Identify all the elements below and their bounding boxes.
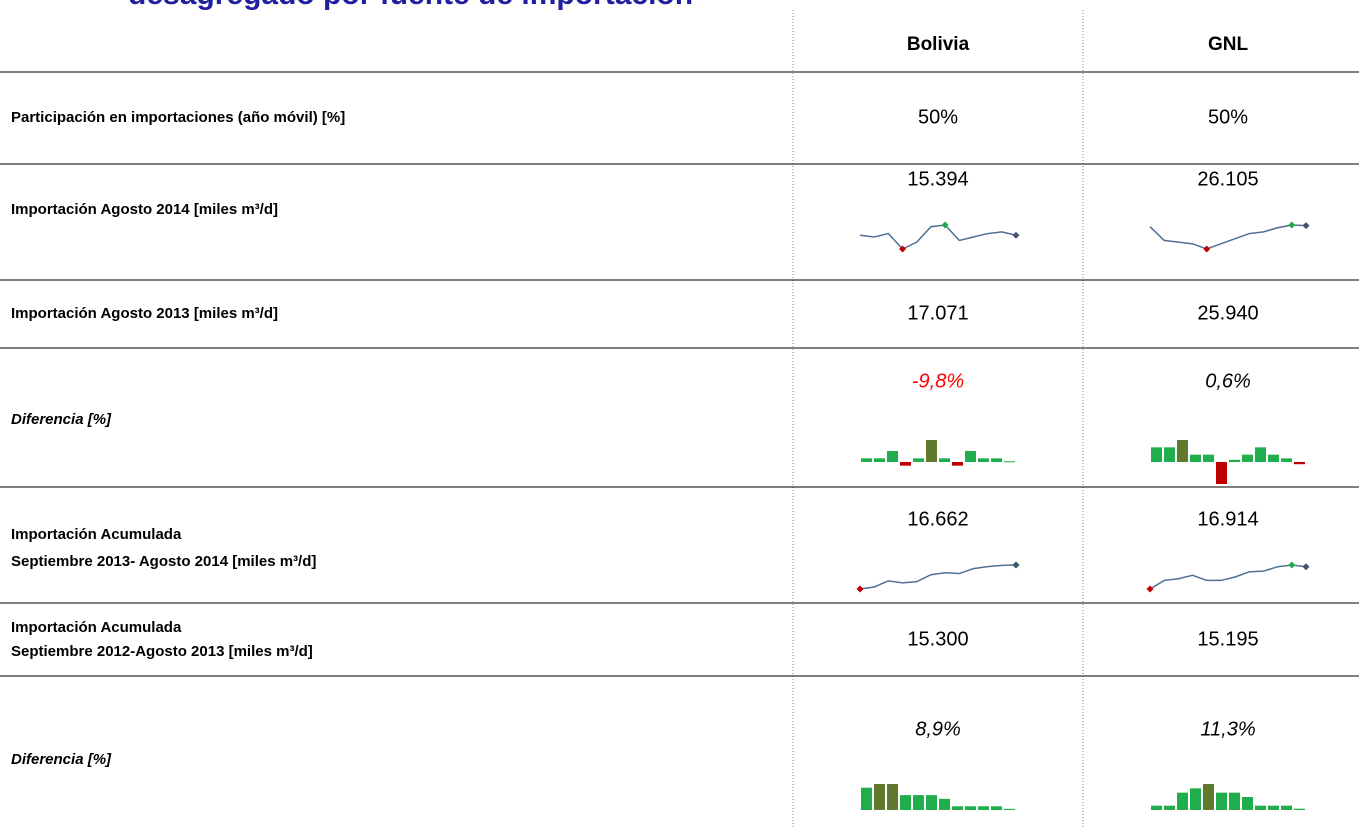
- sparkline-marker: [1146, 585, 1154, 593]
- row-label: Septiembre 2013- Agosto 2014 [miles m³/d…: [11, 553, 316, 570]
- row-label: Septiembre 2012-Agosto 2013 [miles m³/d]: [11, 643, 313, 660]
- sparkline-marker: [856, 585, 864, 593]
- sparkline-bar: [913, 795, 924, 810]
- sparkline-bar: [952, 806, 963, 810]
- sparkline-bar: [965, 451, 976, 462]
- sparkline-marker: [1012, 561, 1020, 569]
- sparkline-marker: [1302, 222, 1310, 230]
- sparkline-bar: [1216, 462, 1227, 484]
- sparkline-bar: [1190, 788, 1201, 810]
- cell-value: 16.914: [1197, 508, 1258, 530]
- sparkline-marker: [1288, 221, 1296, 229]
- row-label: Diferencia [%]: [11, 411, 112, 428]
- sparkline-marker: [1203, 245, 1211, 253]
- row-label: Importación Acumulada: [11, 619, 182, 636]
- sparkline-bar: [1242, 454, 1253, 462]
- sparkline-bar: [1216, 792, 1227, 810]
- sparkline: [859, 564, 1017, 590]
- sparkline-bar: [965, 806, 976, 810]
- sparkline-bar: [900, 462, 911, 466]
- sparkline-bar: [1242, 797, 1253, 810]
- sparkline-bar: [900, 795, 911, 810]
- sparkline-marker: [1302, 563, 1310, 571]
- sparkline-bar: [1255, 447, 1266, 462]
- sparkline-bar: [913, 458, 924, 462]
- sparkline: [1149, 564, 1307, 590]
- sparkline-bar: [991, 458, 1002, 462]
- sparkline-bar: [939, 798, 950, 810]
- cell-value: 25.940: [1197, 302, 1258, 324]
- sparkline-marker: [899, 245, 907, 253]
- cell-value: 17.071: [907, 302, 968, 324]
- sparkline-bar: [887, 451, 898, 462]
- sparkline-bar: [1004, 461, 1015, 463]
- sparkline-bar: [1294, 808, 1305, 810]
- sparkline-bar: [1151, 805, 1162, 810]
- sparkline-bar: [978, 458, 989, 462]
- sparkline-bar: [939, 458, 950, 462]
- cell-value: 15.300: [907, 628, 968, 650]
- sparkline-bar: [1281, 458, 1292, 462]
- cell-value: 50%: [1208, 106, 1248, 128]
- cell-value: -9,8%: [912, 370, 964, 392]
- sparkline-bar: [926, 440, 937, 462]
- row-label: Importación Acumulada: [11, 526, 182, 543]
- sparkline-marker: [941, 221, 949, 229]
- sparkline-bar: [978, 806, 989, 810]
- sparkline-bar: [1164, 447, 1175, 462]
- sparkline-bar: [991, 806, 1002, 810]
- sparkline-bar: [1177, 440, 1188, 462]
- sparkline-bar: [1151, 447, 1162, 462]
- sparkline-bar: [1281, 805, 1292, 810]
- sparkline-bar: [1229, 459, 1240, 462]
- row-label: Importación Agosto 2013 [miles m³/d]: [11, 305, 278, 322]
- col-header: Bolivia: [907, 34, 970, 55]
- sparkline-bar: [861, 787, 872, 810]
- sparkline: [859, 224, 1017, 250]
- sparkline-bar: [1203, 784, 1214, 810]
- sparkline-bar: [861, 458, 872, 462]
- sparkline-bar: [1294, 462, 1305, 465]
- sparkline: [1149, 224, 1307, 250]
- sparkline-bar: [1229, 792, 1240, 810]
- sparkline-marker: [1012, 231, 1020, 239]
- row-label: Diferencia [%]: [11, 751, 112, 768]
- cell-value: 0,6%: [1205, 370, 1251, 392]
- cell-value: 15.195: [1197, 628, 1258, 650]
- cell-value: 11,3%: [1200, 718, 1255, 740]
- title: desagregado por fuente de importación: [128, 0, 693, 11]
- cell-value: 16.662: [907, 508, 968, 530]
- sparkline-bar: [887, 784, 898, 810]
- sparkline-bar: [926, 795, 937, 810]
- row-label: Importación Agosto 2014 [miles m³/d]: [11, 201, 278, 218]
- sparkline-bar: [1164, 805, 1175, 810]
- sparkline-bar: [1004, 808, 1015, 810]
- sparkline-bar: [952, 462, 963, 466]
- sparkline-bar: [1255, 805, 1266, 810]
- sparkline-bar: [874, 784, 885, 810]
- sparkline-marker: [1288, 561, 1296, 569]
- sparkline-bar: [1268, 454, 1279, 462]
- cell-value: 26.105: [1197, 168, 1258, 190]
- row-label: Participación en importaciones (año móvi…: [11, 109, 345, 126]
- sparkline-bar: [1177, 792, 1188, 810]
- cell-value: 8,9%: [915, 718, 961, 740]
- sparkline-bar: [1268, 805, 1279, 810]
- sparkline-bar: [1203, 454, 1214, 462]
- sparkline-bar: [874, 458, 885, 462]
- col-header: GNL: [1208, 34, 1249, 55]
- sparkline-bar: [1190, 454, 1201, 462]
- cell-value: 50%: [918, 106, 958, 128]
- cell-value: 15.394: [907, 168, 968, 190]
